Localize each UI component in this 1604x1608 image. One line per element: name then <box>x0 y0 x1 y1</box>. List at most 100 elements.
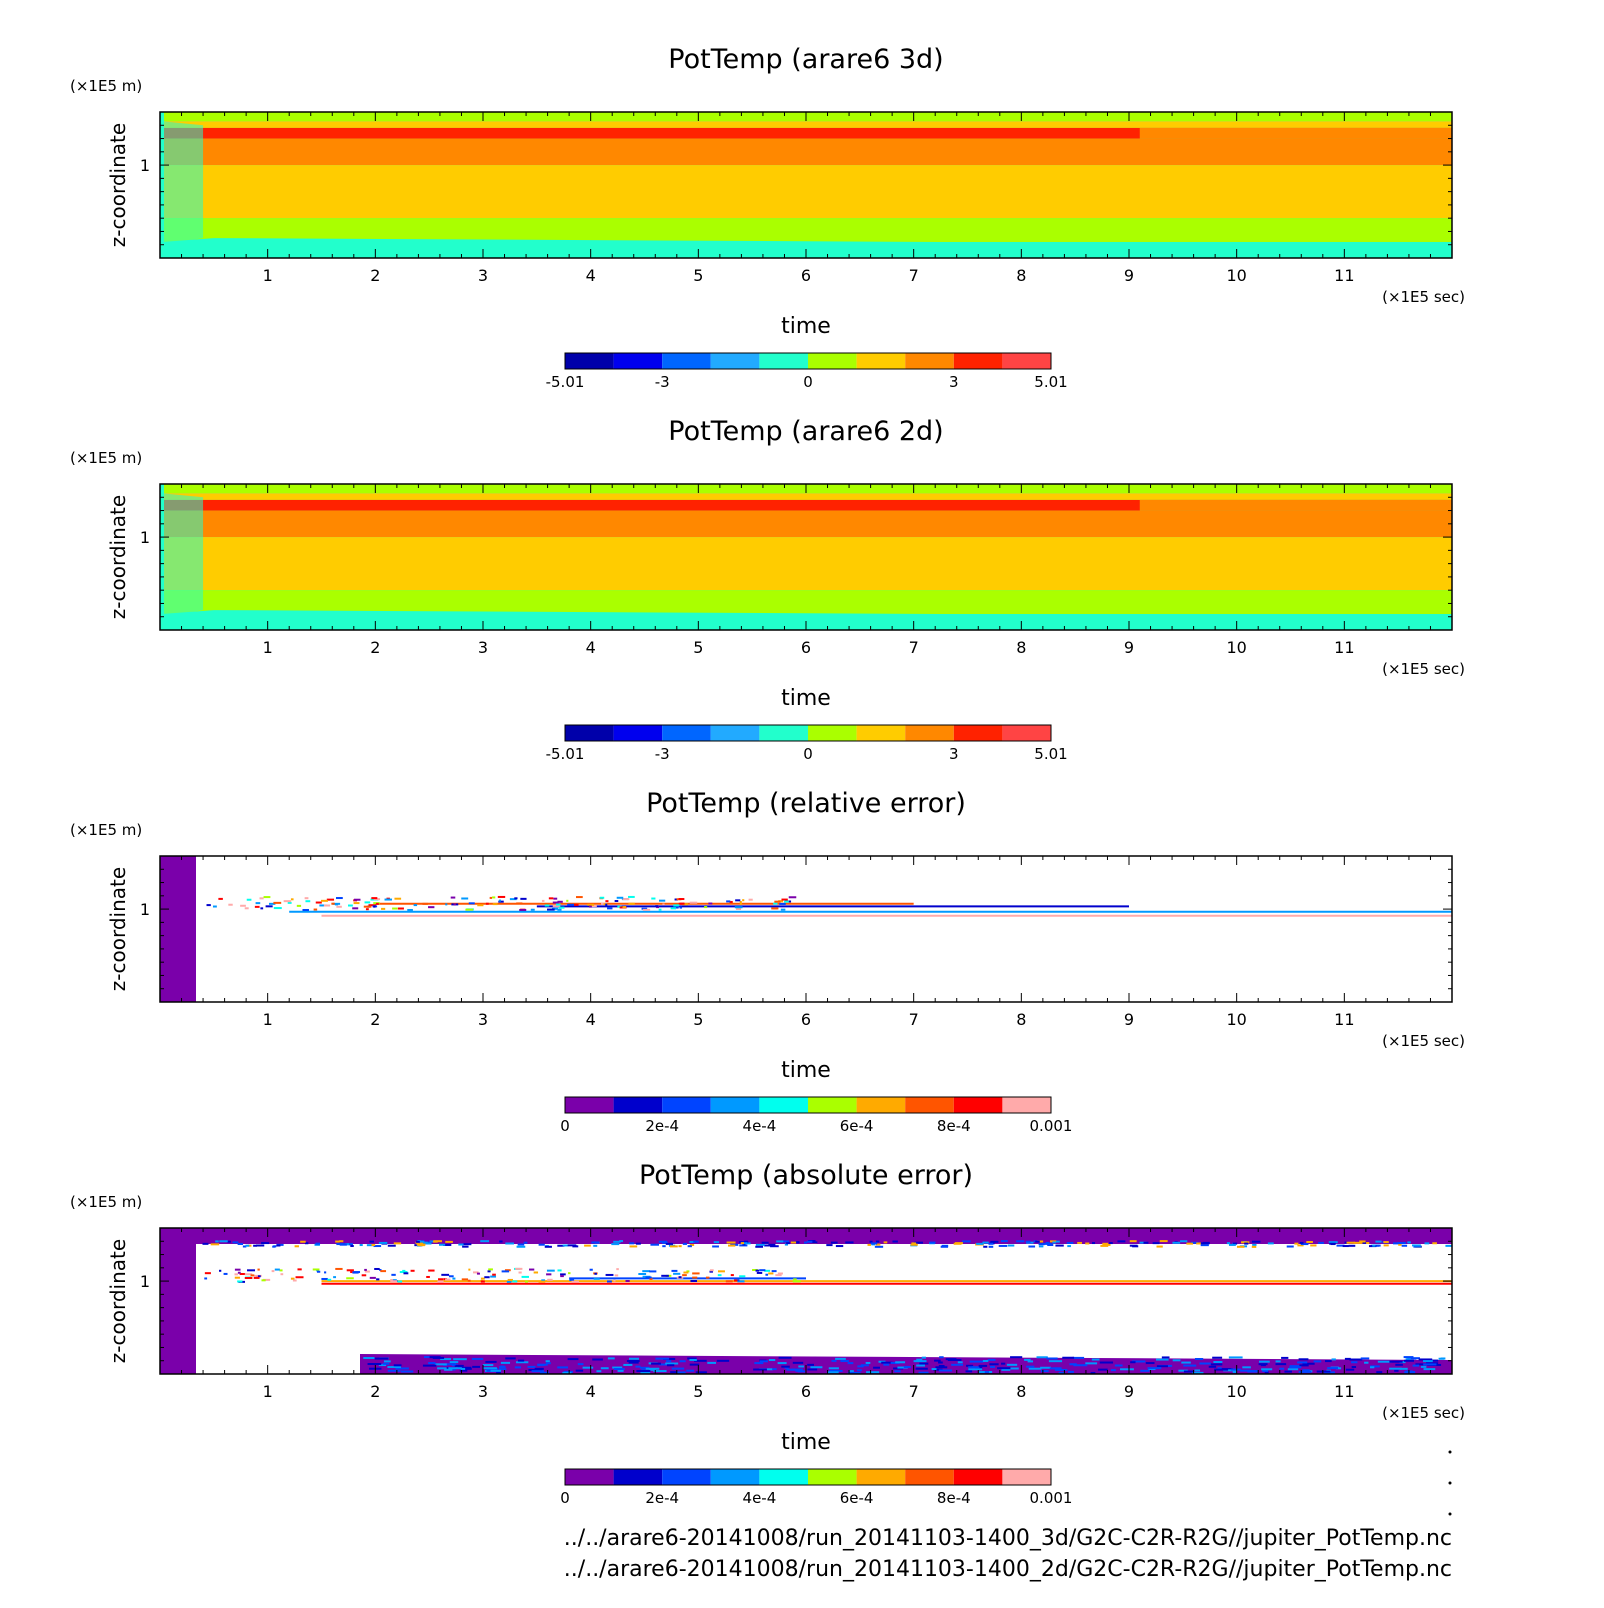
error-speckle <box>294 1245 299 1248</box>
error-speckle <box>734 906 743 909</box>
error-speckle <box>541 1279 546 1282</box>
error-speckle <box>589 1268 593 1271</box>
error-speckle <box>524 1280 528 1283</box>
error-speckle <box>1066 1241 1074 1244</box>
error-speckle <box>883 1363 890 1366</box>
error-speckle <box>1336 1244 1345 1247</box>
error-speckle <box>969 1360 984 1363</box>
error-speckle <box>562 1371 572 1374</box>
error-speckle <box>232 1241 239 1244</box>
error-speckle <box>1428 1359 1439 1362</box>
error-speckle <box>353 902 360 905</box>
error-speckle <box>933 1368 943 1371</box>
error-speckle <box>1412 1364 1420 1367</box>
error-speckle <box>1300 1243 1309 1246</box>
error-speckle <box>739 1275 746 1278</box>
error-speckle <box>446 1363 457 1366</box>
error-speckle <box>605 903 608 906</box>
colorbar-segment <box>759 1469 808 1485</box>
error-speckle <box>373 905 376 908</box>
error-speckle <box>596 1370 602 1373</box>
x-axis-title: time <box>781 1430 831 1455</box>
error-speckle <box>344 1243 353 1246</box>
error-speckle <box>798 1365 805 1368</box>
error-speckle <box>1261 1368 1273 1371</box>
x-tick-label: 2 <box>370 1382 380 1401</box>
error-speckle <box>346 1269 354 1272</box>
error-speckle <box>607 907 613 910</box>
error-speckle <box>1172 1241 1181 1244</box>
error-speckle <box>1016 1240 1025 1243</box>
error-speckle <box>516 1245 526 1248</box>
error-speckle <box>725 1280 733 1283</box>
error-speckle <box>557 908 562 911</box>
error-speckle <box>265 905 273 908</box>
error-speckle <box>373 898 381 901</box>
y-axis: 1 <box>140 1240 1452 1362</box>
error-speckle <box>689 1358 697 1361</box>
error-speckle <box>300 1240 306 1243</box>
error-speckle <box>365 908 369 911</box>
error-speckle <box>629 1242 635 1245</box>
plot-area <box>160 484 1452 630</box>
error-speckle <box>1054 1368 1068 1371</box>
field-band <box>164 218 1452 243</box>
error-speckle <box>262 1278 271 1281</box>
error-speckle <box>835 1245 844 1248</box>
error-speckle <box>911 1242 917 1245</box>
error-speckle <box>865 1361 871 1364</box>
error-speckle <box>867 1243 871 1246</box>
error-speckle <box>881 1361 893 1364</box>
x-tick-label: 3 <box>478 266 488 285</box>
colorbar-segment <box>856 1097 906 1113</box>
x-tick-label: 8 <box>1016 266 1026 285</box>
error-speckle <box>321 899 328 902</box>
error-speckle <box>810 1366 823 1369</box>
error-speckle <box>397 1280 403 1283</box>
error-speckle <box>1052 1241 1056 1244</box>
error-speckle <box>1048 1360 1063 1363</box>
error-speckle <box>1242 1366 1251 1369</box>
error-speckle <box>1344 1357 1351 1360</box>
error-speckle <box>614 900 619 903</box>
error-speckle <box>623 1363 633 1366</box>
error-speckle <box>764 1269 771 1272</box>
error-speckle <box>666 1364 675 1367</box>
error-speckle <box>363 1356 375 1359</box>
error-speckle <box>1191 1241 1199 1244</box>
colorbar-segment <box>1002 1469 1051 1485</box>
error-speckle <box>786 1242 790 1245</box>
x-tick-label: 9 <box>1124 1010 1134 1029</box>
error-speckle <box>826 1244 833 1247</box>
error-speckle <box>869 1240 873 1243</box>
error-speckle <box>733 1279 738 1282</box>
error-speckle <box>327 1278 332 1281</box>
colorbar-label: 6e-4 <box>840 1117 874 1135</box>
error-speckle <box>716 1359 730 1362</box>
error-speckle <box>599 896 605 899</box>
error-speckle <box>500 1361 511 1364</box>
error-speckle <box>480 1277 485 1280</box>
error-speckle <box>1181 1361 1191 1364</box>
error-speckle <box>448 1275 454 1278</box>
error-speckle <box>1302 1369 1310 1372</box>
colorbar-segment <box>1002 1097 1051 1113</box>
error-speckle <box>1210 1363 1223 1366</box>
x-tick-label: 5 <box>693 1382 703 1401</box>
error-speckle <box>1120 1368 1134 1371</box>
colorbar-segment <box>565 353 614 369</box>
error-speckle <box>1200 1242 1210 1245</box>
error-speckle <box>381 907 386 910</box>
error-speckle <box>622 906 627 909</box>
error-speckle <box>1359 1240 1366 1243</box>
y-unit-label: (×1E5 m) <box>70 821 142 839</box>
error-speckle <box>1318 1241 1324 1244</box>
colorbar-label: 5.01 <box>1034 745 1067 763</box>
error-speckle <box>593 1244 598 1247</box>
error-speckle <box>1297 1244 1304 1247</box>
colorbar-label: 0 <box>560 1489 570 1507</box>
error-speckle <box>210 1243 220 1246</box>
error-speckle <box>378 1364 387 1367</box>
colorbar-segment <box>710 1097 760 1113</box>
error-speckle <box>729 900 733 903</box>
